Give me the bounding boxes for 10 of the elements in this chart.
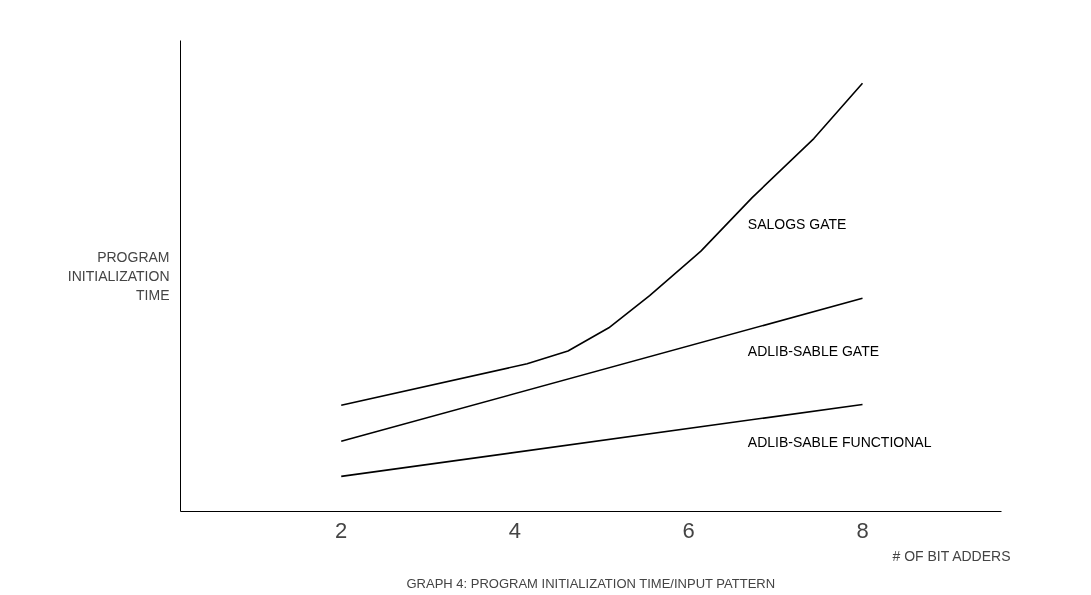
x-tick-label: 8 xyxy=(856,517,869,543)
series-label: ADLIB-SABLE GATE xyxy=(747,343,880,360)
x-axis-title: # OF BIT ADDERS xyxy=(892,547,1011,564)
x-tick-label: 2 xyxy=(335,517,348,543)
series-label: SALOGS GATE xyxy=(747,215,847,232)
series-label: ADLIB-SABLE FUNCTIONAL xyxy=(747,433,932,450)
text: GRAPH 4: PROGRAM INITIALIZATION TIME/INPUT PATTERN xyxy=(406,575,776,591)
y-axis-title: PROGRAM INITIALIZATION TIME xyxy=(67,248,170,304)
x-tick-label: 4 xyxy=(508,517,522,543)
x-tick-label: 6 xyxy=(682,517,695,543)
